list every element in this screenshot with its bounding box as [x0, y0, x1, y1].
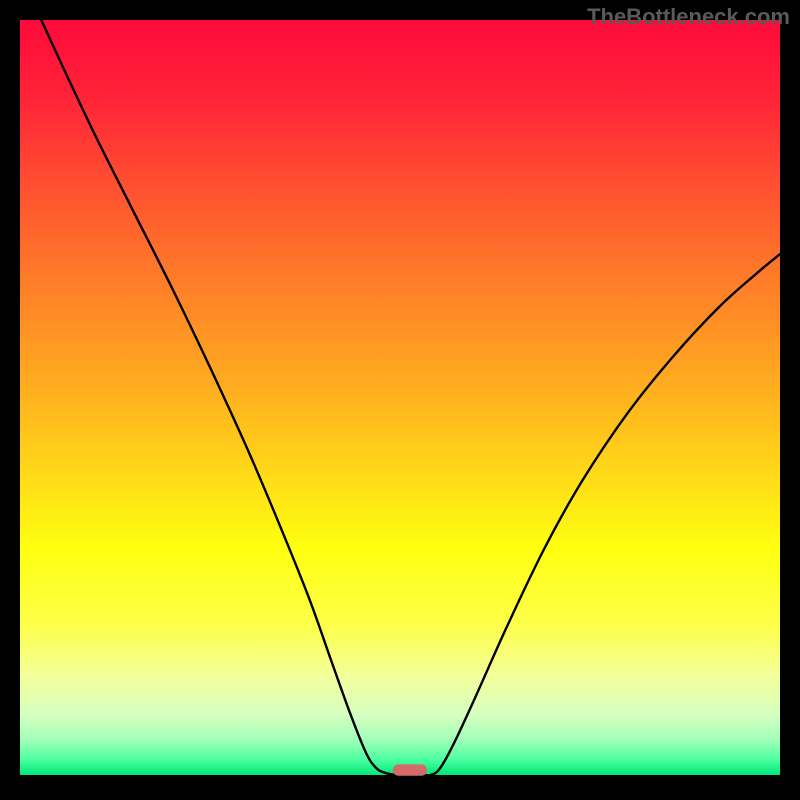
watermark-text: TheBottleneck.com	[587, 4, 790, 30]
minimum-marker	[393, 764, 427, 775]
bottleneck-chart	[0, 0, 800, 800]
chart-container: TheBottleneck.com	[0, 0, 800, 800]
plot-area	[20, 20, 780, 775]
